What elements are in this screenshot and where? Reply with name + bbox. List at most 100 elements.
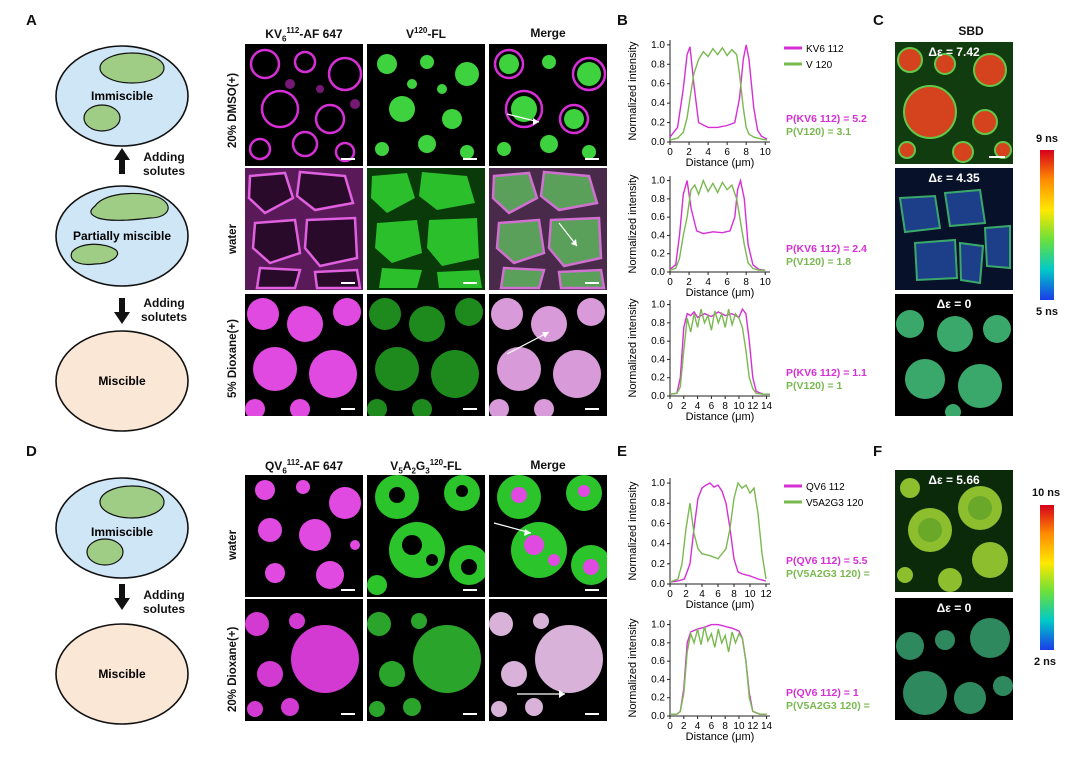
- scalebar: [463, 713, 477, 715]
- y-tick-label: 0.8: [651, 498, 665, 509]
- delta-epsilon-c1: Δε = 7.42: [928, 45, 980, 59]
- tile-dmso-magenta: [245, 44, 363, 166]
- series-line: [669, 482, 767, 583]
- x-tick-label: 8: [722, 401, 728, 412]
- series-line: [670, 626, 767, 715]
- partition-annotation: P(KV6 112) = 1.1: [786, 367, 867, 379]
- series-line: [669, 177, 766, 271]
- x-tick-label: 14: [761, 401, 773, 412]
- x-tick-label: 14: [761, 721, 773, 732]
- y-tick-label: 0.6: [651, 212, 665, 223]
- y-axis-label: Normalized intensity: [627, 174, 639, 274]
- x-tick-label: 0: [667, 277, 673, 288]
- partition-annotation: P(V120) = 3.1: [786, 126, 851, 138]
- x-tick-label: 8: [722, 721, 728, 732]
- y-tick-label: 1.0: [651, 176, 665, 187]
- chart-e1: 0 2 4 6 8 10 12 0.0 0.2 0.4 0.6 0.8 1.0 Distance (μm)…: [627, 478, 870, 611]
- panel-letter-d: D: [26, 443, 37, 460]
- tile-qv-dioxane-magenta: [245, 599, 363, 721]
- delta-epsilon-c3: Δε = 0: [936, 297, 972, 311]
- row-label-water: water: [227, 223, 239, 254]
- colorbar-c-max: 9 ns: [1036, 133, 1059, 145]
- chart-e2: 0 2 4 6 8 10 12 14 0.0 0.2 0.4 0.6 0.8 1.0 Distance (μ…: [627, 618, 870, 743]
- x-tick-label: 0: [667, 401, 673, 412]
- partition-annotation: P(QV6 112) = 5.5: [786, 555, 868, 567]
- y-tick-label: 1.0: [651, 620, 665, 631]
- flim-title: SBD: [958, 24, 984, 38]
- x-tick-label: 2: [681, 401, 687, 412]
- legend-label: V5A2G3 120: [806, 498, 864, 509]
- x-tick-label: 2: [683, 589, 689, 600]
- droplet-irregular-1: [90, 192, 169, 221]
- droplet-small: [83, 104, 121, 132]
- chart-b2: 0 2 4 6 8 10 0.0 0.2 0.4 0.6 0.8 1.0 Distance (μm) No…: [627, 174, 867, 299]
- scalebar: [585, 713, 599, 715]
- x-tick-label: 12: [747, 721, 759, 732]
- y-tick-label: 0.6: [651, 656, 665, 667]
- x-tick-label: 0: [667, 589, 673, 600]
- state-label-miscible-2: Miscible: [98, 667, 146, 681]
- x-tick-label: 4: [705, 147, 711, 158]
- row-label-dmso: 20% DMSO(+): [227, 72, 239, 148]
- arrow-label-3: Adding solutes: [142, 588, 185, 616]
- colorbar-f: [1040, 505, 1054, 650]
- colorbar-c-min: 5 ns: [1036, 306, 1059, 318]
- partition-annotation: P(V120) = 1.8: [786, 256, 851, 268]
- colorbar-f-max: 10 ns: [1032, 487, 1061, 499]
- flim-c2: Δε = 4.35: [895, 168, 1013, 290]
- miscible-ellipse: [55, 330, 189, 432]
- arrow-down-icon-2: [114, 584, 130, 610]
- scalebar: [585, 158, 599, 160]
- state-label-partial: Partially miscible: [73, 229, 171, 243]
- x-tick-label: 6: [709, 721, 715, 732]
- x-axis-label: Distance (μm): [686, 287, 755, 299]
- scalebar: [341, 589, 355, 591]
- x-tick-label: 8: [743, 277, 749, 288]
- state-label-immiscible: Immiscible: [91, 89, 153, 103]
- series-line: [670, 623, 767, 715]
- y-tick-label: 0.0: [651, 267, 665, 278]
- x-tick-label: 10: [760, 277, 772, 288]
- tile-water-magenta: [245, 168, 363, 290]
- scalebar: [585, 408, 599, 410]
- scalebar: [463, 589, 477, 591]
- y-axis-label: Normalized intensity: [627, 481, 639, 581]
- y-tick-label: 0.4: [651, 354, 665, 365]
- arrow-label-1: Adding solutes: [142, 150, 185, 178]
- col-head-v120: V120-FL: [405, 26, 447, 41]
- droplet-irregular-2: [70, 243, 119, 266]
- x-tick-label: 2: [686, 147, 692, 158]
- droplet-large-2: [99, 485, 165, 519]
- partition-annotation: P(V5A2G3 120) = 4.2: [786, 568, 870, 580]
- y-axis-label: Normalized intensity: [627, 618, 639, 718]
- delta-epsilon-f2: Δε = 0: [936, 601, 972, 615]
- y-tick-label: 0.4: [651, 230, 665, 241]
- panel-letter-a: A: [26, 12, 37, 29]
- flim-f1: Δε = 5.66: [895, 470, 1013, 592]
- colorbar-c: [1040, 150, 1054, 300]
- scalebar: [585, 282, 599, 284]
- delta-epsilon-c2: Δε = 4.35: [928, 171, 980, 185]
- partition-annotation: P(QV6 112) = 1: [786, 687, 859, 699]
- y-tick-label: 0.2: [651, 373, 665, 384]
- panel-letter-e: E: [617, 443, 628, 460]
- x-tick-label: 4: [695, 721, 701, 732]
- panel-letter-f: F: [873, 443, 883, 460]
- state-label-immiscible-2: Immiscible: [91, 525, 153, 539]
- legend-label: V 120: [806, 60, 833, 71]
- y-tick-label: 0.2: [651, 559, 665, 570]
- y-tick-label: 0.6: [651, 79, 665, 90]
- legend-label: QV6 112: [806, 482, 845, 493]
- scalebar: [341, 282, 355, 284]
- scalebar: [463, 408, 477, 410]
- x-tick-label: 2: [681, 721, 687, 732]
- y-tick-label: 1.0: [651, 300, 665, 311]
- delta-epsilon-f1: Δε = 5.66: [928, 473, 980, 487]
- tile-water-green: [367, 168, 485, 290]
- tile-qv-dioxane-green: [367, 599, 485, 721]
- state-label-miscible: Miscible: [98, 374, 146, 388]
- tile-dmso-green: [367, 44, 485, 166]
- chart-b1: 0 2 4 6 8 10 0.0 0.2 0.4 0.6 0.8 1.0 Distance (μm) No…: [627, 40, 867, 169]
- x-tick-label: 6: [715, 589, 721, 600]
- y-axis-label: Normalized intensity: [627, 41, 639, 141]
